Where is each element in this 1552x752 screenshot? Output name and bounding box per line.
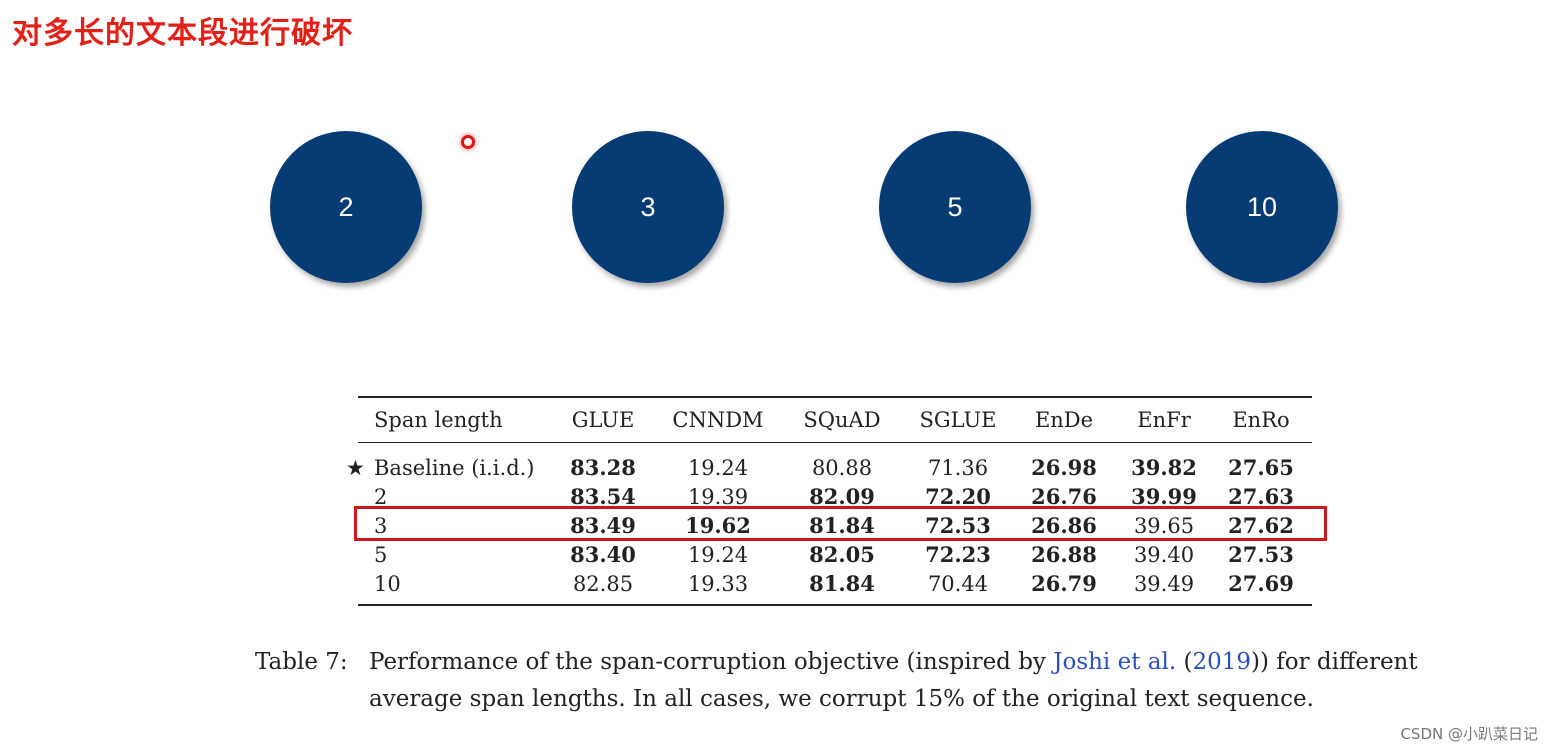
table-cell: 39.40: [1133, 542, 1195, 567]
column-header-enfr: EnFr: [1118, 396, 1210, 443]
table-cell: 70.44: [906, 569, 1010, 606]
table-cell: 83.40: [570, 542, 636, 567]
caption-text: Performance of the span-corruption objec…: [369, 644, 1425, 718]
table-cell: 83.49: [570, 513, 636, 538]
table-cell: 19.24: [687, 542, 749, 567]
table-cell: 19.62: [685, 513, 751, 538]
table-cell: 26.79: [1010, 569, 1118, 606]
laser-pointer-icon: [461, 135, 475, 149]
table-cell: 81.84: [809, 513, 875, 538]
column-header-enro: EnRo: [1210, 396, 1312, 443]
table-cell: 27.63: [1228, 484, 1294, 509]
table-cell: 82.09: [809, 484, 875, 509]
table-cell: 80.88: [811, 455, 873, 480]
row-label-text: 10: [374, 571, 401, 596]
column-header-glue: GLUE: [548, 396, 658, 443]
span-circle-2: 2: [270, 131, 422, 283]
row-label: 3: [358, 511, 548, 540]
span-circle-5: 5: [879, 131, 1031, 283]
span-circle-3: 3: [572, 131, 724, 283]
caption-label: Table 7:: [255, 649, 348, 675]
table-row: 5 83.40 19.24 82.05 72.23 26.88 39.40 27.53: [358, 540, 1312, 569]
table-cell: 72.20: [925, 484, 991, 509]
span-circle-10: 10: [1186, 131, 1338, 283]
table-cell: 26.88: [1031, 542, 1097, 567]
caption-text-after: )) for different average span lengths. I…: [369, 649, 1418, 712]
table-cell: 27.62: [1228, 513, 1294, 538]
table-row: ★ Baseline (i.i.d.) 83.28 19.24 80.88 71.36 26…: [346, 443, 1312, 483]
table-cell: 27.53: [1228, 542, 1294, 567]
table-cell: 39.82: [1131, 455, 1197, 480]
table-cell: 82.05: [809, 542, 875, 567]
results-table: Span length GLUE CNNDM SQuAD SGLUE EnDe EnFr En…: [346, 396, 1312, 606]
table-cell: 19.24: [687, 455, 749, 480]
table-cell: 26.98: [1031, 455, 1097, 480]
table-cell: 83.54: [570, 484, 636, 509]
column-header-ende: EnDe: [1010, 396, 1118, 443]
table-caption: Table 7: Performance of the span-corrupt…: [255, 644, 1425, 718]
row-label-text: Baseline (i.i.d.): [374, 455, 535, 480]
table-cell: 72.23: [925, 542, 991, 567]
column-header-cnndm: CNNDM: [658, 396, 778, 443]
table-cell: 72.53: [925, 513, 991, 538]
table-cell: 81.84: [778, 569, 906, 606]
column-header-span-length: Span length: [358, 396, 548, 443]
table-cell: 19.39: [687, 484, 749, 509]
table-cell: 27.65: [1228, 455, 1294, 480]
table-cell: 26.86: [1031, 513, 1097, 538]
table-row: 10 82.85 19.33 81.84 70.44 26.79 39.49 27.69: [358, 569, 1312, 606]
table-cell: 19.33: [658, 569, 778, 606]
highlight-box: [354, 506, 1327, 541]
table-body: ★ Baseline (i.i.d.) 83.28 19.24 80.88 71.36 26…: [346, 443, 1312, 606]
row-label: 10: [358, 569, 548, 606]
baseline-star-icon: ★: [346, 455, 365, 480]
row-label-text: 3: [374, 513, 388, 538]
citation-year-link[interactable]: 2019: [1192, 649, 1251, 675]
table-cell: 27.69: [1210, 569, 1312, 606]
slide-title: 对多长的文本段进行破坏: [12, 16, 353, 51]
row-label: 2: [358, 482, 548, 511]
table-row: 2 83.54 19.39 82.09 72.20 26.76 39.99 27.63: [358, 482, 1312, 511]
citation-link[interactable]: Joshi et al.: [1053, 649, 1177, 675]
table-cell: 39.65: [1133, 513, 1195, 538]
caption-text-before: Performance of the span-corruption objec…: [369, 649, 1054, 675]
row-label-text: 2: [374, 484, 388, 509]
column-header-sglue: SGLUE: [906, 396, 1010, 443]
watermark: CSDN @小趴菜日记: [1400, 725, 1538, 743]
table-cell: 39.49: [1118, 569, 1210, 606]
table-cell: 26.76: [1031, 484, 1097, 509]
row-label: 5: [358, 540, 548, 569]
caption-link-paren: (: [1176, 649, 1193, 675]
table-cell: 82.85: [548, 569, 658, 606]
table-cell: 39.99: [1131, 484, 1197, 509]
column-header-squad: SQuAD: [778, 396, 906, 443]
row-label: ★ Baseline (i.i.d.): [346, 443, 548, 483]
table-cell: 83.28: [570, 455, 636, 480]
table-header-row: Span length GLUE CNNDM SQuAD SGLUE EnDe EnFr En…: [358, 396, 1312, 443]
row-label-text: 5: [374, 542, 388, 567]
table-row: 3 83.49 19.62 81.84 72.53 26.86 39.65 27.62: [358, 511, 1312, 540]
table-cell: 71.36: [927, 455, 989, 480]
